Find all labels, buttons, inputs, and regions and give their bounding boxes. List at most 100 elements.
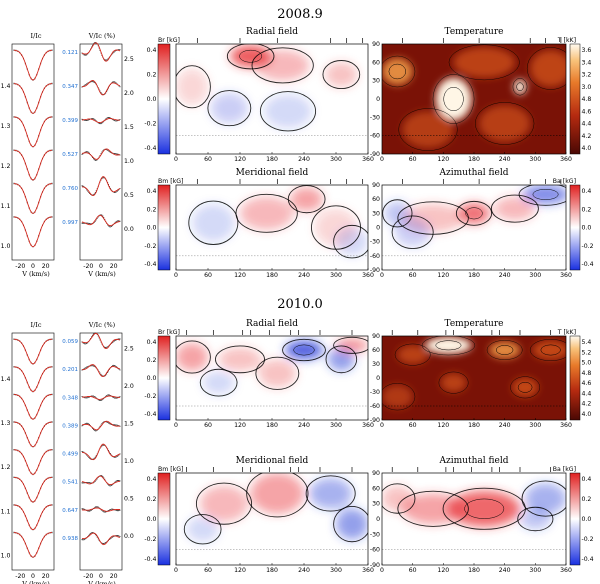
stokes-i-observed-3 xyxy=(13,421,53,448)
map-xtick: 360 xyxy=(362,156,374,163)
map-contour-3 xyxy=(517,506,554,532)
stokes-v-xtick: -20 xyxy=(83,573,93,580)
map-contour-5 xyxy=(391,215,434,249)
stokes-v-model-2 xyxy=(81,118,120,124)
stokes-i-observed-2 xyxy=(13,116,53,148)
stokes-i-model-3 xyxy=(13,149,53,181)
colorbar-tick: -0.2 xyxy=(144,121,156,128)
rotation-phase-label: 0.348 xyxy=(62,395,78,401)
stokes-i-observed-7 xyxy=(13,531,53,558)
stokes-i-xtick: 20 xyxy=(42,263,50,270)
map-title: Temperature xyxy=(445,27,504,37)
map-feature-4 xyxy=(382,485,413,512)
map-ytick: 30 xyxy=(372,210,380,217)
colorbar-label: T [kK] xyxy=(557,329,576,336)
map-ytick: 30 xyxy=(372,361,380,368)
colorbar-tick: 5.2 xyxy=(582,349,592,356)
stokes-v-model-4 xyxy=(82,176,121,196)
stokes-v-model-5 xyxy=(81,475,121,486)
map-feature-0 xyxy=(458,202,490,224)
map-feature-1 xyxy=(200,485,248,522)
colorbar-tick: 0.2 xyxy=(582,206,592,213)
map-title: Temperature xyxy=(445,319,504,329)
stokes-v-ytick: 1.5 xyxy=(124,124,134,131)
map-contour-1 xyxy=(287,185,326,214)
stokes-v-xlabel: V (km/s) xyxy=(87,270,116,278)
map-feature-1 xyxy=(285,340,323,360)
stokes-i-observed-1 xyxy=(13,366,53,393)
map-xtick: 0 xyxy=(174,272,178,279)
stokes-v-ytick: 2.0 xyxy=(124,383,134,390)
rotation-phase-label: 0.527 xyxy=(62,152,78,158)
map-contour-inner-1 xyxy=(293,344,315,356)
map-ytick: -90 xyxy=(370,151,380,158)
colorbar-label: Ba [kG] xyxy=(553,178,576,185)
colorbar xyxy=(157,472,171,566)
rotation-phase-label: 0.647 xyxy=(62,508,78,514)
map-body xyxy=(176,185,368,270)
map-contour-3 xyxy=(448,44,520,81)
rotation-phase-label: 0.201 xyxy=(62,367,78,373)
colorbar-tick: 5.4 xyxy=(582,339,592,346)
stokes-i-model-4 xyxy=(13,183,53,214)
map-contour-inner-0 xyxy=(435,340,462,351)
map-contour-inner-4 xyxy=(517,381,533,393)
colorbar-tick: 4.4 xyxy=(582,390,592,397)
map-contour-1 xyxy=(512,78,528,96)
stokes-i-observed-0 xyxy=(13,49,53,81)
stokes-v-ytick: 0.5 xyxy=(124,496,134,503)
map-contour-inner-2 xyxy=(532,189,559,200)
map-ytick: -30 xyxy=(370,389,380,396)
map-contour-inner-0 xyxy=(443,86,464,112)
stokes-v-ytick: 0.5 xyxy=(124,192,134,199)
map-xtick: 240 xyxy=(298,156,310,163)
stokes-v-ytick: 1.0 xyxy=(124,458,134,465)
map-contour-4 xyxy=(333,224,368,259)
map-ytick: 0 xyxy=(376,96,380,103)
map-xtick: 240 xyxy=(499,567,511,574)
stokes-v-frame xyxy=(79,43,123,261)
map-meridional-field: Meridional field 0 60 120 180 240 300 360 Bm [kG… xyxy=(144,168,374,279)
stokes-v-title: V/Ic (%) xyxy=(88,32,116,40)
colorbar-tick: 0.4 xyxy=(147,476,157,483)
colorbar-tick: -0.2 xyxy=(144,393,156,400)
map-contour-2 xyxy=(325,345,358,374)
stokes-i-ytick: 1.2 xyxy=(1,163,11,170)
map-xtick: 360 xyxy=(560,272,572,279)
epoch-title: 2008.9 xyxy=(277,7,323,22)
map-contour-inner-0 xyxy=(239,49,263,63)
map-xtick: 60 xyxy=(204,156,212,163)
stokes-i-title: I/Ic xyxy=(31,32,42,40)
map-contour-1 xyxy=(251,47,314,84)
stokes-i-model-0 xyxy=(13,338,53,365)
map-feature-1 xyxy=(513,79,527,95)
map-xtick: 300 xyxy=(330,272,342,279)
map-features xyxy=(186,473,368,542)
colorbar-label: Bm [kG] xyxy=(158,178,183,185)
map-contour-2 xyxy=(382,55,416,88)
map-title: Meridional field xyxy=(236,168,309,178)
colorbar-tick: 0.0 xyxy=(147,375,157,382)
map-ytick: -60 xyxy=(370,547,380,554)
colorbar-tick: -0.4 xyxy=(144,261,156,268)
map-ytick: -90 xyxy=(370,562,380,569)
map-contour-3 xyxy=(394,343,431,366)
map-feature-3 xyxy=(210,92,248,124)
colorbar xyxy=(569,335,581,421)
stokes-v-title: V/Ic (%) xyxy=(88,321,116,329)
map-xtick: 60 xyxy=(409,567,417,574)
stokes-v-xtick: 0 xyxy=(99,573,103,580)
colorbar-tick: -0.4 xyxy=(582,261,594,268)
map-contour-4 xyxy=(333,336,368,354)
rotation-phase-label: 0.499 xyxy=(62,452,78,458)
map-radial-field: Radial field 0 60 120 180 240 300 360 Br [kG]0.4… xyxy=(144,319,374,429)
map-xtick: 240 xyxy=(298,567,310,574)
map-feature-3 xyxy=(453,47,515,78)
map-feature-0 xyxy=(448,490,520,527)
map-ytick: -60 xyxy=(370,133,380,140)
map-xtick: 180 xyxy=(468,567,480,574)
rotation-phase-label: 0.347 xyxy=(62,84,78,90)
map-xtick: 0 xyxy=(174,567,178,574)
stokes-i-observed-5 xyxy=(13,216,53,248)
colorbar-label: T [kK] xyxy=(557,37,576,44)
